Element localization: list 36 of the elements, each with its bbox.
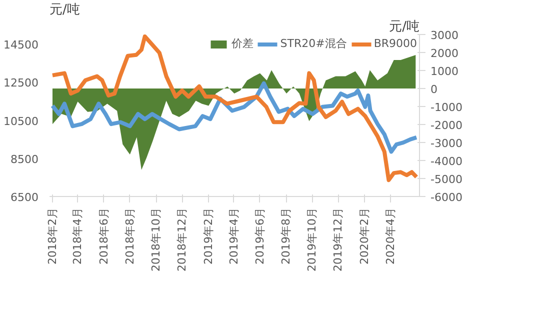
- x-tick-label: 2019年4月: [227, 207, 240, 264]
- x-tick-label: 2019年10月: [306, 207, 319, 272]
- y-tick-label: 6500: [10, 191, 39, 204]
- line-series: [50, 81, 419, 154]
- x-tick-label: 2018年12月: [176, 207, 189, 272]
- x-tick-label: 2018年2月: [46, 207, 59, 264]
- x-tick-label: 2019年8月: [280, 207, 293, 264]
- x-tick-label: 2019年6月: [253, 207, 266, 264]
- legend-label: BR9000: [374, 37, 417, 50]
- x-tick-label: 2020年2月: [358, 207, 372, 264]
- y2-tick-label: -6000: [430, 191, 462, 204]
- y-tick-label: 8500: [10, 152, 39, 166]
- legend-label: STR20#混合: [280, 36, 347, 51]
- y2-tick-label: -1000: [430, 101, 462, 114]
- y2-tick-label: 0: [430, 83, 438, 96]
- y2-tick-label: 3000: [430, 29, 458, 42]
- y-tick-label: 14500: [4, 38, 39, 52]
- y-axis-title: 元/吨: [50, 2, 80, 18]
- x-tick-label: 2020年4月: [384, 207, 397, 264]
- y2-tick-label: -4000: [430, 155, 462, 168]
- y2-tick-label: 1000: [430, 65, 458, 78]
- y2-axis-title: 元/吨: [389, 20, 420, 34]
- y-tick-label: 12500: [4, 76, 39, 90]
- x-tick-label: 2018年8月: [123, 207, 136, 264]
- x-tick-label: 2019年12月: [332, 207, 345, 272]
- y-tick-label: 10500: [4, 114, 39, 128]
- y2-tick-label: -5000: [430, 173, 462, 186]
- y2-tick-label: -2000: [430, 119, 462, 132]
- legend-label: 价差: [231, 36, 254, 51]
- x-tick-label: 2018年4月: [71, 207, 84, 264]
- y2-tick-label: -3000: [430, 137, 462, 150]
- line-series: [50, 34, 419, 182]
- x-tick-label: 2019年2月: [202, 207, 216, 264]
- y2-tick-label: 2000: [430, 47, 458, 60]
- x-tick-label: 2018年6月: [97, 207, 110, 264]
- x-tick-label: 2018年10月: [150, 207, 163, 272]
